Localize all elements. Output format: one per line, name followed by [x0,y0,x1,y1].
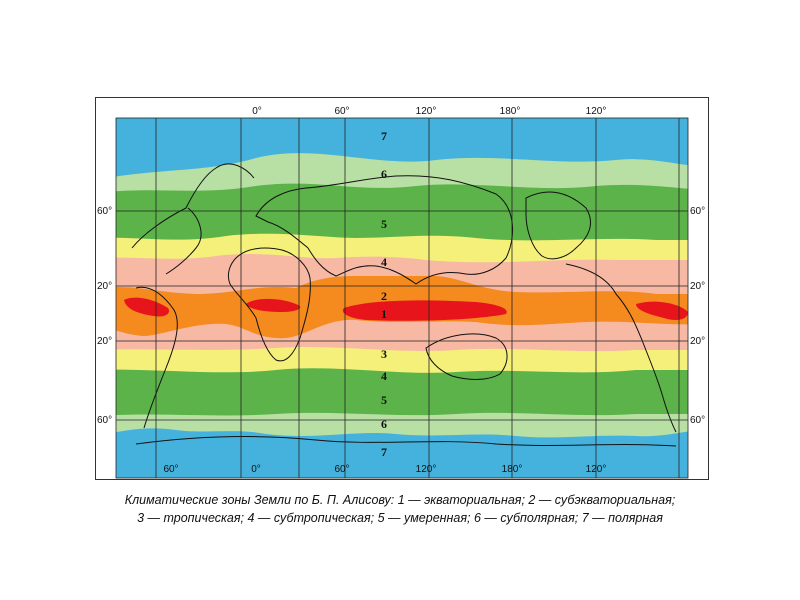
top-lon-label: 0° [252,106,262,117]
zone-7-south [116,428,688,478]
zone-1-africa [246,298,301,312]
right-lat-label: 20° [690,281,705,292]
zone-label-4-north: 4 [381,255,387,269]
zone-label-6-north: 6 [381,167,387,181]
bottom-lon-label: 60° [163,464,178,475]
caption-line-1: Климатические зоны Земли по Б. П. Алисов… [124,493,676,507]
top-lon-label: 60° [334,106,349,117]
top-lon-label: 180° [500,106,521,117]
left-lat-label: 20° [97,336,112,347]
right-lat-label: 60° [690,415,705,426]
left-lat-label: 60° [97,206,112,217]
zone-1-america [124,297,170,317]
zone-label-3: 3 [381,347,387,361]
inner-frame [115,117,689,479]
bottom-lon-label: 180° [502,464,523,475]
coastlines [131,163,677,447]
zone-label-5-south: 5 [381,393,387,407]
bottom-lon-label: 120° [586,464,607,475]
bottom-lon-label: 0° [251,464,261,475]
zone-bands [116,118,688,478]
zone-label-7-north: 7 [381,129,387,143]
zone-label-7-south: 7 [381,445,387,459]
right-lat-label: 20° [690,336,705,347]
zone-label-1: 1 [381,307,387,321]
bottom-lon-label: 60° [334,464,349,475]
graticule [115,117,689,479]
climate-map: 0° 60° 120° 180° 120° 60° 0° 60° 120° 18… [95,97,709,480]
top-lon-label: 120° [586,106,607,117]
zone-label-6-south: 6 [381,417,387,431]
climate-zones-map: 0° 60° 120° 180° 120° 60° 0° 60° 120° 18… [97,106,705,479]
top-lon-label: 120° [416,106,437,117]
zone-label-2: 2 [381,289,387,303]
right-lat-label: 60° [690,206,705,217]
zone-1-pacific-east [636,301,688,320]
left-lat-label: 60° [97,415,112,426]
zone-label-4-south: 4 [381,369,387,383]
caption-line-2: 3 — тропическая; 4 — субтропическая; 5 —… [137,511,663,525]
zone-label-5-north: 5 [381,217,387,231]
bottom-lon-label: 120° [416,464,437,475]
zone-1-asia [342,300,507,321]
left-lat-label: 20° [97,281,112,292]
